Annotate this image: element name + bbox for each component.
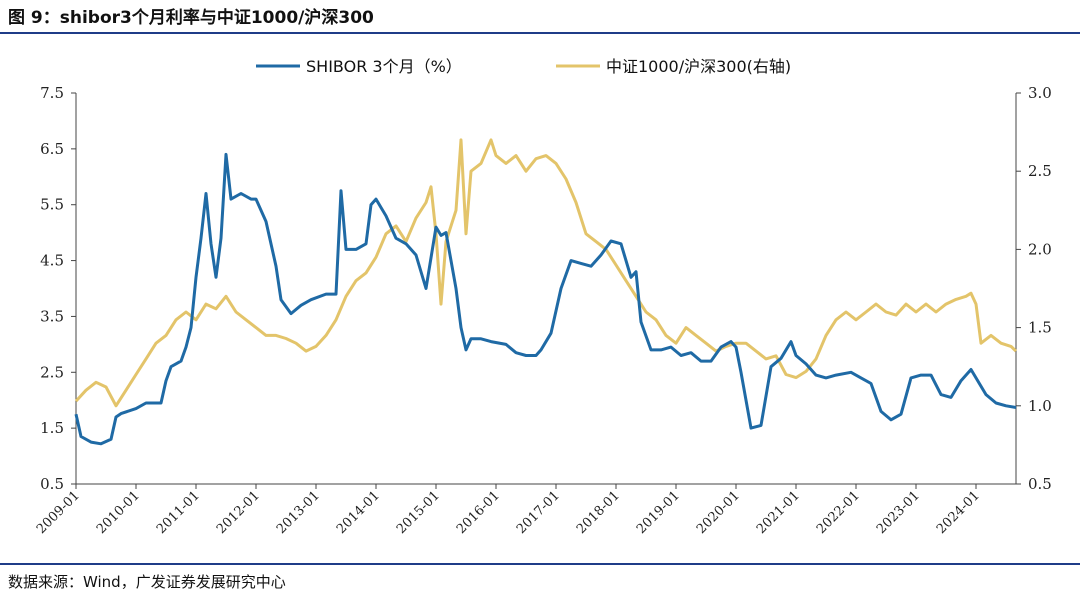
left-tick-label: 2.5 bbox=[40, 363, 64, 381]
x-tick-label: 2022-01 bbox=[814, 488, 863, 537]
series-layer bbox=[74, 138, 1018, 446]
left-tick-label: 5.5 bbox=[40, 196, 64, 214]
x-tick-label: 2011-01 bbox=[154, 488, 203, 537]
left-tick-label: 0.5 bbox=[40, 475, 64, 493]
source-note: 数据来源：Wind，广发证券发展研究中心 bbox=[8, 573, 286, 591]
shibor-series-line bbox=[74, 152, 1017, 446]
x-tick-label: 2014-01 bbox=[334, 488, 383, 537]
legend-label-shibor: SHIBOR 3个月（%） bbox=[306, 57, 462, 76]
x-tick-label: 2024-01 bbox=[934, 488, 983, 537]
x-tick-label: 2023-01 bbox=[874, 488, 923, 537]
right-tick-label: 2.5 bbox=[1028, 162, 1052, 180]
right-tick-label: 1.5 bbox=[1028, 319, 1052, 337]
left-tick-label: 6.5 bbox=[40, 140, 64, 158]
x-tick-label: 2015-01 bbox=[394, 488, 443, 537]
x-tick-label: 2013-01 bbox=[274, 488, 323, 537]
top-rule bbox=[0, 32, 1080, 34]
legend-label-ratio: 中证1000/沪深300(右轴) bbox=[606, 57, 791, 76]
figure-title: 图 9：shibor3个月利率与中证1000/沪深300 bbox=[8, 8, 374, 28]
x-tick-label: 2018-01 bbox=[574, 488, 623, 537]
x-tick-label: 2010-01 bbox=[94, 488, 143, 537]
right-tick-label: 0.5 bbox=[1028, 475, 1052, 493]
right-tick-label: 1.0 bbox=[1028, 397, 1052, 415]
legend: SHIBOR 3个月（%） 中证1000/沪深300(右轴) bbox=[256, 57, 791, 76]
left-tick-label: 1.5 bbox=[40, 419, 64, 437]
ratio-series-line bbox=[74, 138, 1018, 408]
bottom-rule bbox=[0, 563, 1080, 565]
x-tick-label: 2020-01 bbox=[694, 488, 743, 537]
line-chart: SHIBOR 3个月（%） 中证1000/沪深300(右轴) 0.5 1.5 2.5… bbox=[34, 57, 1052, 537]
left-tick-label: 7.5 bbox=[40, 84, 64, 102]
x-tick-label: 2016-01 bbox=[454, 488, 503, 537]
right-tick-label: 2.0 bbox=[1028, 240, 1052, 258]
left-tick-label: 4.5 bbox=[40, 252, 64, 270]
left-tick-label: 3.5 bbox=[40, 307, 64, 325]
x-tick-label: 2009-01 bbox=[34, 488, 83, 537]
x-tick-label: 2021-01 bbox=[754, 488, 803, 537]
x-tick-label: 2019-01 bbox=[634, 488, 683, 537]
x-tick-label: 2012-01 bbox=[214, 488, 263, 537]
right-tick-label: 3.0 bbox=[1028, 84, 1052, 102]
x-tick-label: 2017-01 bbox=[514, 488, 563, 537]
